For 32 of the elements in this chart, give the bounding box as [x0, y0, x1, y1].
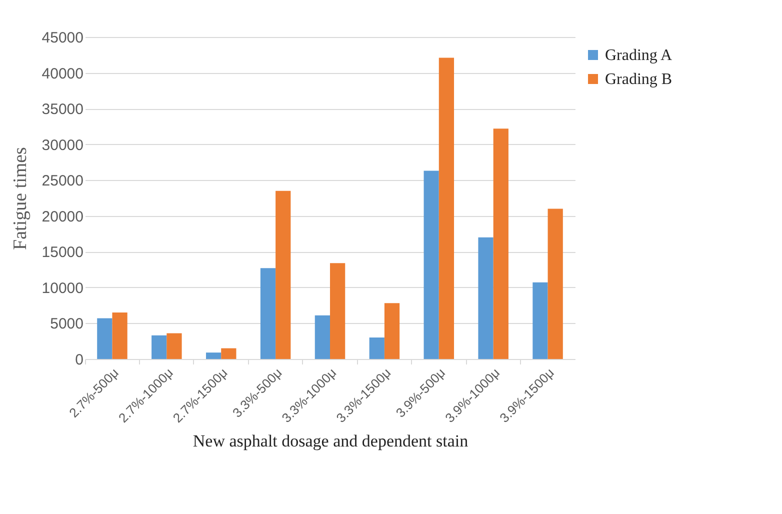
- bar: [330, 263, 346, 359]
- bar: [260, 268, 276, 359]
- bar: [424, 170, 439, 359]
- bar: [166, 333, 182, 359]
- bar: [206, 352, 222, 359]
- y-tick-label: 30000: [42, 136, 84, 154]
- bar: [493, 128, 508, 359]
- legend-label: Grading B: [605, 71, 672, 88]
- x-axis-title: New asphalt dosage and dependent stain: [192, 431, 469, 450]
- bar: [276, 190, 291, 359]
- bar: [112, 312, 128, 359]
- y-tick-label: 20000: [42, 208, 84, 226]
- y-tick-label: 15000: [42, 244, 84, 262]
- bar: [532, 282, 548, 359]
- bar: [97, 318, 112, 359]
- bar: [548, 208, 563, 359]
- bar: [369, 338, 384, 359]
- y-axis-title: Fatigue times: [10, 147, 31, 250]
- bar: [384, 303, 400, 359]
- y-tick-label: 10000: [42, 280, 84, 297]
- bar: [478, 237, 494, 359]
- y-tick-label: 25000: [42, 172, 84, 190]
- bar: [221, 348, 236, 359]
- y-tick-label: 35000: [42, 101, 84, 118]
- y-tick-label: 45000: [42, 30, 84, 46]
- y-tick-label: 5000: [50, 316, 84, 333]
- bar: [438, 58, 454, 359]
- legend-label: Grading A: [605, 47, 673, 64]
- y-tick-label: 0: [75, 352, 84, 368]
- bar: [152, 335, 167, 359]
- y-tick-label: 40000: [42, 65, 84, 82]
- bar: [314, 315, 330, 359]
